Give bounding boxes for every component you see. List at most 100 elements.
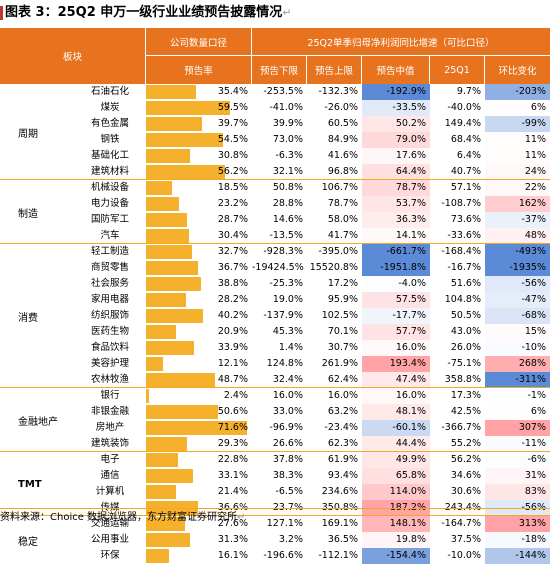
q1-value: 6.4% (456, 150, 481, 161)
rate-bar (146, 469, 193, 483)
rate-cell: 36.7% (146, 260, 252, 276)
rate-value: 31.3% (217, 534, 248, 545)
q1-value: 17.3% (450, 390, 481, 401)
rate-value: 35.4% (217, 86, 248, 97)
header-growth: 25Q2单季归母净利润同比增速（可比口径） (252, 28, 550, 56)
qoq-value: -56% (485, 276, 550, 292)
mid-value: 14.1% (362, 228, 430, 244)
qoq-value: 307% (485, 420, 550, 436)
rate-cell: 29.3% (146, 436, 252, 452)
upper-value: -132.3% (318, 86, 358, 97)
rate-value: 16.1% (217, 550, 248, 561)
rate-value: 28.7% (217, 214, 248, 225)
mid-value: 114.0% (362, 484, 430, 500)
table-row: 建筑装饰 29.3% 26.6% 62.3% 44.4% 55.2% -11% (0, 436, 550, 452)
table-row: 食品饮料 33.9% 1.4% 30.7% 16.0% 26.0% -10% (0, 340, 550, 356)
rate-value: 30.4% (217, 230, 248, 241)
lower-value: 38.3% (272, 470, 303, 481)
table-row: 建筑材料 56.2% 32.1% 96.8% 64.4% 40.7% 24% (0, 164, 550, 180)
rate-cell: 21.4% (146, 484, 252, 500)
rate-bar (146, 117, 203, 131)
rate-value: 2.4% (223, 390, 248, 401)
q1-value: -168.4% (441, 246, 481, 257)
rate-cell: 31.3% (146, 532, 252, 548)
table-body: 石油石化 35.4% -253.5% -132.3% -192.9% 9.7% -203% 煤… (0, 84, 550, 564)
table-row: 非银金融 50.6% 33.0% 63.2% 48.1% 42.5% 6% (0, 404, 550, 420)
mid-value: -33.5% (362, 100, 430, 116)
industry-name: 传媒 (100, 502, 120, 513)
table-row: 通信 33.1% 38.3% 93.4% 65.8% 34.6% 31% (0, 468, 550, 484)
rate-bar (146, 101, 231, 115)
lower-value: -137.9% (263, 310, 303, 321)
mid-value: 78.7% (362, 180, 430, 196)
rate-value: 56.2% (217, 166, 248, 177)
q1-value: 149.4% (444, 118, 481, 129)
q1-value: 57.1% (450, 182, 481, 193)
rate-cell: 35.4% (146, 84, 252, 100)
table-row: 银行 2.4% 16.0% 16.0% 16.0% 17.3% -1% (0, 388, 550, 404)
rate-bar (146, 325, 176, 339)
rate-cell: 2.4% (146, 388, 252, 404)
table-row: 美容护理 12.1% 124.8% 261.9% 193.4% -75.1% 268% (0, 356, 550, 372)
table-row: 机械设备 18.5% 50.8% 106.7% 78.7% 57.1% 22% (0, 180, 550, 196)
industry-name: 房地产 (95, 422, 125, 433)
rate-value: 20.9% (217, 326, 248, 337)
lower-value: 32.1% (272, 166, 303, 177)
q1-value: 243.4% (444, 502, 481, 513)
rate-cell: 59.5% (146, 100, 252, 116)
rate-cell: 23.2% (146, 196, 252, 212)
upper-value: -112.1% (318, 550, 358, 561)
table-row: 轻工制造 32.7% -928.3% -395.0% -661.7% -168.4% -49… (0, 244, 550, 260)
q1-value: 56.2% (450, 454, 481, 465)
lower-value: 50.8% (272, 182, 303, 193)
rate-cell: 30.8% (146, 148, 252, 164)
rate-bar (146, 85, 196, 99)
qoq-value: -99% (485, 116, 550, 132)
rate-bar (146, 261, 198, 275)
q1-value: 42.5% (450, 406, 481, 417)
q1-value: -366.7% (441, 422, 481, 433)
q1-value: 55.2% (450, 438, 481, 449)
rate-cell: 32.7% (146, 244, 252, 260)
rate-value: 21.4% (217, 486, 248, 497)
rate-value: 27.6% (217, 518, 248, 529)
paragraph-mark: ↵ (282, 6, 292, 19)
upper-value: 63.2% (327, 406, 358, 417)
mid-value: 36.3% (362, 212, 430, 228)
mid-value: -60.1% (362, 420, 430, 436)
upper-value: 234.6% (321, 486, 358, 497)
q1-value: 9.7% (456, 86, 481, 97)
upper-value: -395.0% (318, 246, 358, 257)
qoq-value: -47% (485, 292, 550, 308)
rate-cell: 28.7% (146, 212, 252, 228)
rate-cell: 33.9% (146, 340, 252, 356)
upper-value: 169.1% (321, 518, 358, 529)
header-qoq: 环比变化 (485, 56, 550, 84)
mid-value: 48.1% (362, 404, 430, 420)
industry-name: 社会服务 (90, 278, 129, 289)
industry-name: 轻工制造 (90, 246, 129, 257)
group-divider (0, 243, 550, 244)
rate-bar (146, 405, 218, 419)
upper-value: 30.7% (327, 342, 358, 353)
mid-value: 53.7% (362, 196, 430, 212)
q1-value: 26.0% (450, 342, 481, 353)
table-row: 房地产 71.6% -96.9% -23.4% -60.1% -366.7% 307% (0, 420, 550, 436)
q1-value: 34.6% (450, 470, 481, 481)
q1-value: 104.8% (444, 294, 481, 305)
rate-bar (146, 165, 226, 179)
mid-value: 79.0% (362, 132, 430, 148)
qoq-value: 11% (485, 132, 550, 148)
lower-value: 26.6% (272, 438, 303, 449)
rate-cell: 40.2% (146, 308, 252, 324)
lower-value: 45.3% (272, 326, 303, 337)
upper-value: 62.4% (327, 374, 358, 385)
industry-name: 公用事业 (90, 534, 129, 545)
upper-value: 41.7% (327, 230, 358, 241)
lower-value: -13.5% (269, 230, 303, 241)
sector-label: 周期 (18, 128, 38, 140)
qoq-value: -11% (485, 436, 550, 452)
rate-bar (146, 549, 169, 563)
q1-value: -75.1% (447, 358, 481, 369)
figure: 图表 3：25Q2 申万一级行业业绩预告披露情况↵ 板块 公司数量口径 25Q2… (0, 5, 550, 564)
